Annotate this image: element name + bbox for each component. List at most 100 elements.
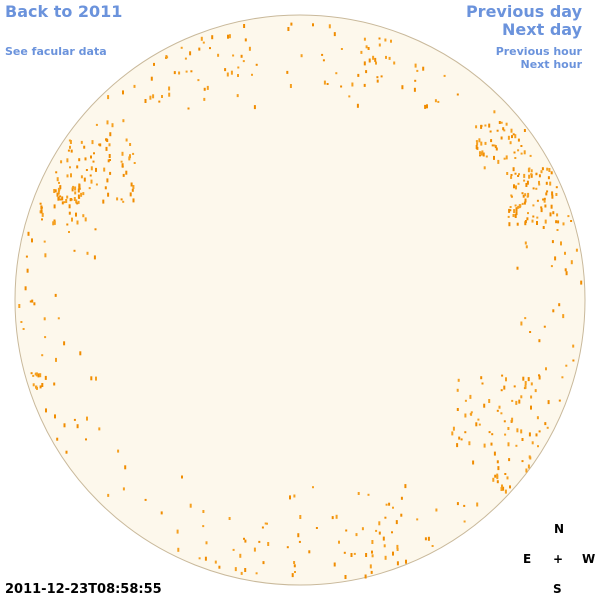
facula	[367, 47, 370, 50]
facula	[405, 559, 407, 564]
facula	[72, 185, 75, 189]
facula	[53, 189, 56, 193]
facula	[560, 241, 562, 246]
facula	[530, 173, 533, 178]
facula	[92, 160, 95, 163]
facula	[130, 182, 133, 187]
previous-day-link[interactable]: Previous day	[465, 2, 582, 21]
facula	[528, 167, 531, 170]
facula	[557, 220, 560, 224]
facula	[328, 24, 331, 29]
facula	[20, 321, 23, 323]
facula	[396, 561, 399, 566]
facula	[395, 520, 398, 525]
facula	[357, 73, 360, 77]
facula	[107, 493, 110, 497]
facula	[75, 199, 78, 204]
facula	[133, 162, 136, 164]
facula	[78, 196, 81, 199]
facula	[506, 476, 509, 480]
next-day-link[interactable]: Next day	[502, 20, 582, 39]
facula	[500, 136, 503, 140]
facula	[54, 414, 56, 419]
facula	[479, 154, 481, 157]
facula	[98, 427, 101, 431]
facula	[54, 189, 57, 193]
back-link[interactable]: Back to 2011	[5, 2, 123, 21]
facula	[198, 47, 201, 51]
facula	[80, 192, 83, 197]
facula	[111, 123, 114, 128]
facula	[378, 521, 381, 526]
facula	[298, 540, 301, 543]
facula	[464, 413, 467, 418]
facula	[129, 154, 131, 159]
facula	[56, 192, 59, 197]
facula	[117, 449, 120, 453]
facula	[56, 437, 59, 441]
facula	[401, 85, 404, 90]
facula	[388, 56, 391, 60]
facula	[24, 286, 27, 291]
facula	[535, 187, 538, 190]
facula	[522, 194, 525, 198]
facula	[536, 416, 539, 420]
facula	[544, 422, 547, 426]
facula	[472, 460, 475, 465]
facula	[168, 86, 171, 91]
facula	[312, 486, 314, 489]
facula	[202, 41, 205, 44]
facula	[363, 61, 366, 66]
facula	[437, 100, 440, 103]
facula	[106, 139, 109, 142]
facula	[525, 183, 528, 187]
facula	[545, 192, 548, 196]
facula	[510, 194, 513, 197]
facula	[125, 170, 128, 175]
next-hour-link[interactable]: Next hour	[520, 58, 583, 71]
facula	[452, 426, 455, 431]
facula	[475, 125, 478, 129]
facula	[540, 206, 543, 209]
facula	[106, 120, 109, 125]
facula	[554, 256, 557, 261]
facula	[133, 84, 136, 88]
facula	[80, 140, 83, 144]
facula	[378, 531, 381, 535]
facula	[383, 544, 386, 548]
facula	[558, 303, 561, 307]
facula	[312, 23, 314, 27]
facula	[484, 124, 487, 127]
facula	[121, 165, 124, 168]
facula	[457, 378, 460, 382]
facula	[456, 93, 459, 96]
facula	[488, 431, 491, 434]
facula	[168, 92, 171, 97]
facular-link[interactable]: See facular data	[5, 45, 107, 58]
facula	[76, 220, 79, 225]
facula	[390, 39, 392, 43]
facula	[374, 57, 377, 62]
facula	[528, 455, 531, 459]
facula	[335, 72, 338, 75]
facula	[333, 32, 336, 37]
facula	[71, 187, 74, 192]
facula	[103, 167, 106, 172]
facula	[79, 351, 82, 356]
facula	[224, 68, 227, 72]
facula	[513, 385, 516, 388]
facula	[476, 502, 479, 507]
facula	[508, 458, 511, 462]
facula	[32, 383, 35, 387]
previous-hour-link[interactable]: Previous hour	[495, 45, 582, 58]
facula	[536, 221, 538, 225]
facula	[551, 191, 554, 196]
facula	[517, 149, 520, 152]
facula	[286, 546, 289, 549]
facula	[517, 205, 520, 209]
facula	[323, 80, 326, 85]
facula	[65, 450, 68, 454]
facula	[187, 107, 190, 110]
facula	[258, 540, 261, 543]
facula	[255, 63, 258, 66]
